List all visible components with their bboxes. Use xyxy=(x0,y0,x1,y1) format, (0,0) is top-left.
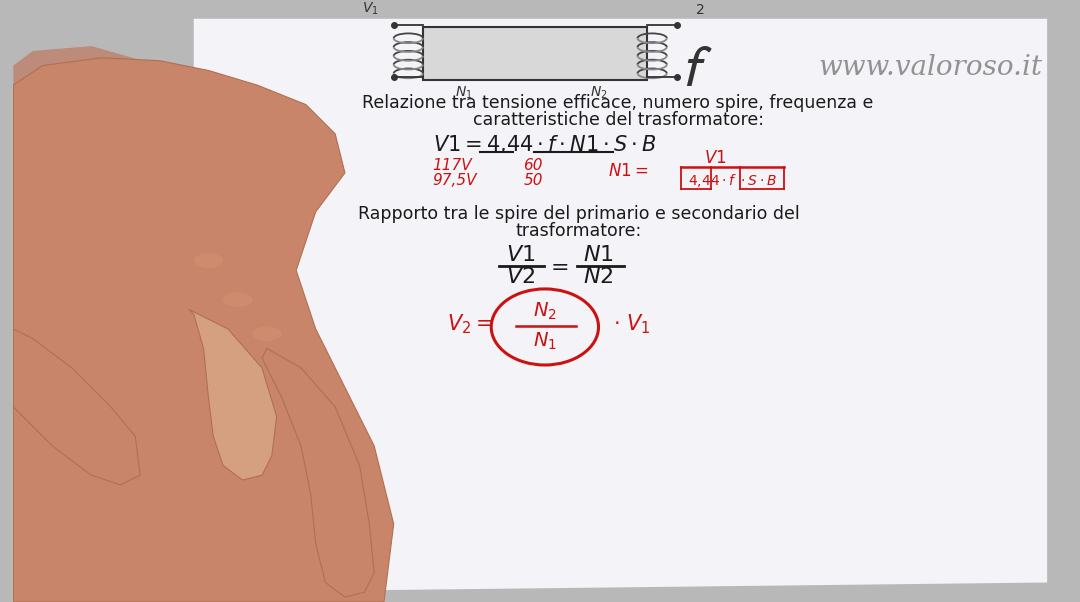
Text: 117V: 117V xyxy=(433,158,472,173)
Text: www.valoroso.it: www.valoroso.it xyxy=(819,54,1042,81)
Text: $N1$: $N1$ xyxy=(583,244,613,266)
Text: caratteristiche del trasformatore:: caratteristiche del trasformatore: xyxy=(473,111,764,129)
Ellipse shape xyxy=(193,253,224,268)
Text: $\cdot\ V_1$: $\cdot\ V_1$ xyxy=(613,312,651,336)
Text: Relazione tra tensione efficace, numero spire, frequenza e: Relazione tra tensione efficace, numero … xyxy=(362,94,874,111)
Polygon shape xyxy=(189,309,276,480)
Text: trasformatore:: trasformatore: xyxy=(516,222,643,240)
Polygon shape xyxy=(13,46,345,602)
Text: $V2$: $V2$ xyxy=(505,266,535,288)
Text: $V_2 =$: $V_2 =$ xyxy=(447,312,492,336)
Polygon shape xyxy=(13,58,394,602)
Text: $4{,}44\cdot f\ \cdot S\cdot B$: $4{,}44\cdot f\ \cdot S\cdot B$ xyxy=(688,172,777,189)
Text: 2: 2 xyxy=(696,3,705,17)
Text: $V1$: $V1$ xyxy=(505,244,536,266)
Text: $V1 = 4{,}44\cdot f\cdot N1\cdot S\cdot B$: $V1 = 4{,}44\cdot f\cdot N1\cdot S\cdot … xyxy=(433,132,657,155)
Ellipse shape xyxy=(253,326,282,341)
Text: $\mathcal{f}$: $\mathcal{f}$ xyxy=(679,42,713,99)
Ellipse shape xyxy=(224,293,253,307)
Text: $=$: $=$ xyxy=(546,256,569,276)
Text: 50: 50 xyxy=(524,173,543,188)
Text: Rapporto tra le spire del primario e secondario del: Rapporto tra le spire del primario e sec… xyxy=(359,205,800,223)
Polygon shape xyxy=(13,329,140,485)
Text: $N_2$: $N_2$ xyxy=(532,301,557,322)
Text: $N2$: $N2$ xyxy=(583,266,613,288)
Text: $N1 =$: $N1 =$ xyxy=(608,162,649,180)
Text: $N_1$: $N_1$ xyxy=(455,85,473,102)
Bar xyxy=(423,26,647,80)
Text: 97,5V: 97,5V xyxy=(433,173,477,188)
Text: $N_1$: $N_1$ xyxy=(532,331,557,352)
Text: 60: 60 xyxy=(524,158,543,173)
Text: $V1$: $V1$ xyxy=(704,149,727,167)
Text: $N_2$: $N_2$ xyxy=(590,85,607,102)
Polygon shape xyxy=(193,19,1048,592)
Polygon shape xyxy=(262,349,374,597)
Text: $V_1$: $V_1$ xyxy=(362,1,379,17)
